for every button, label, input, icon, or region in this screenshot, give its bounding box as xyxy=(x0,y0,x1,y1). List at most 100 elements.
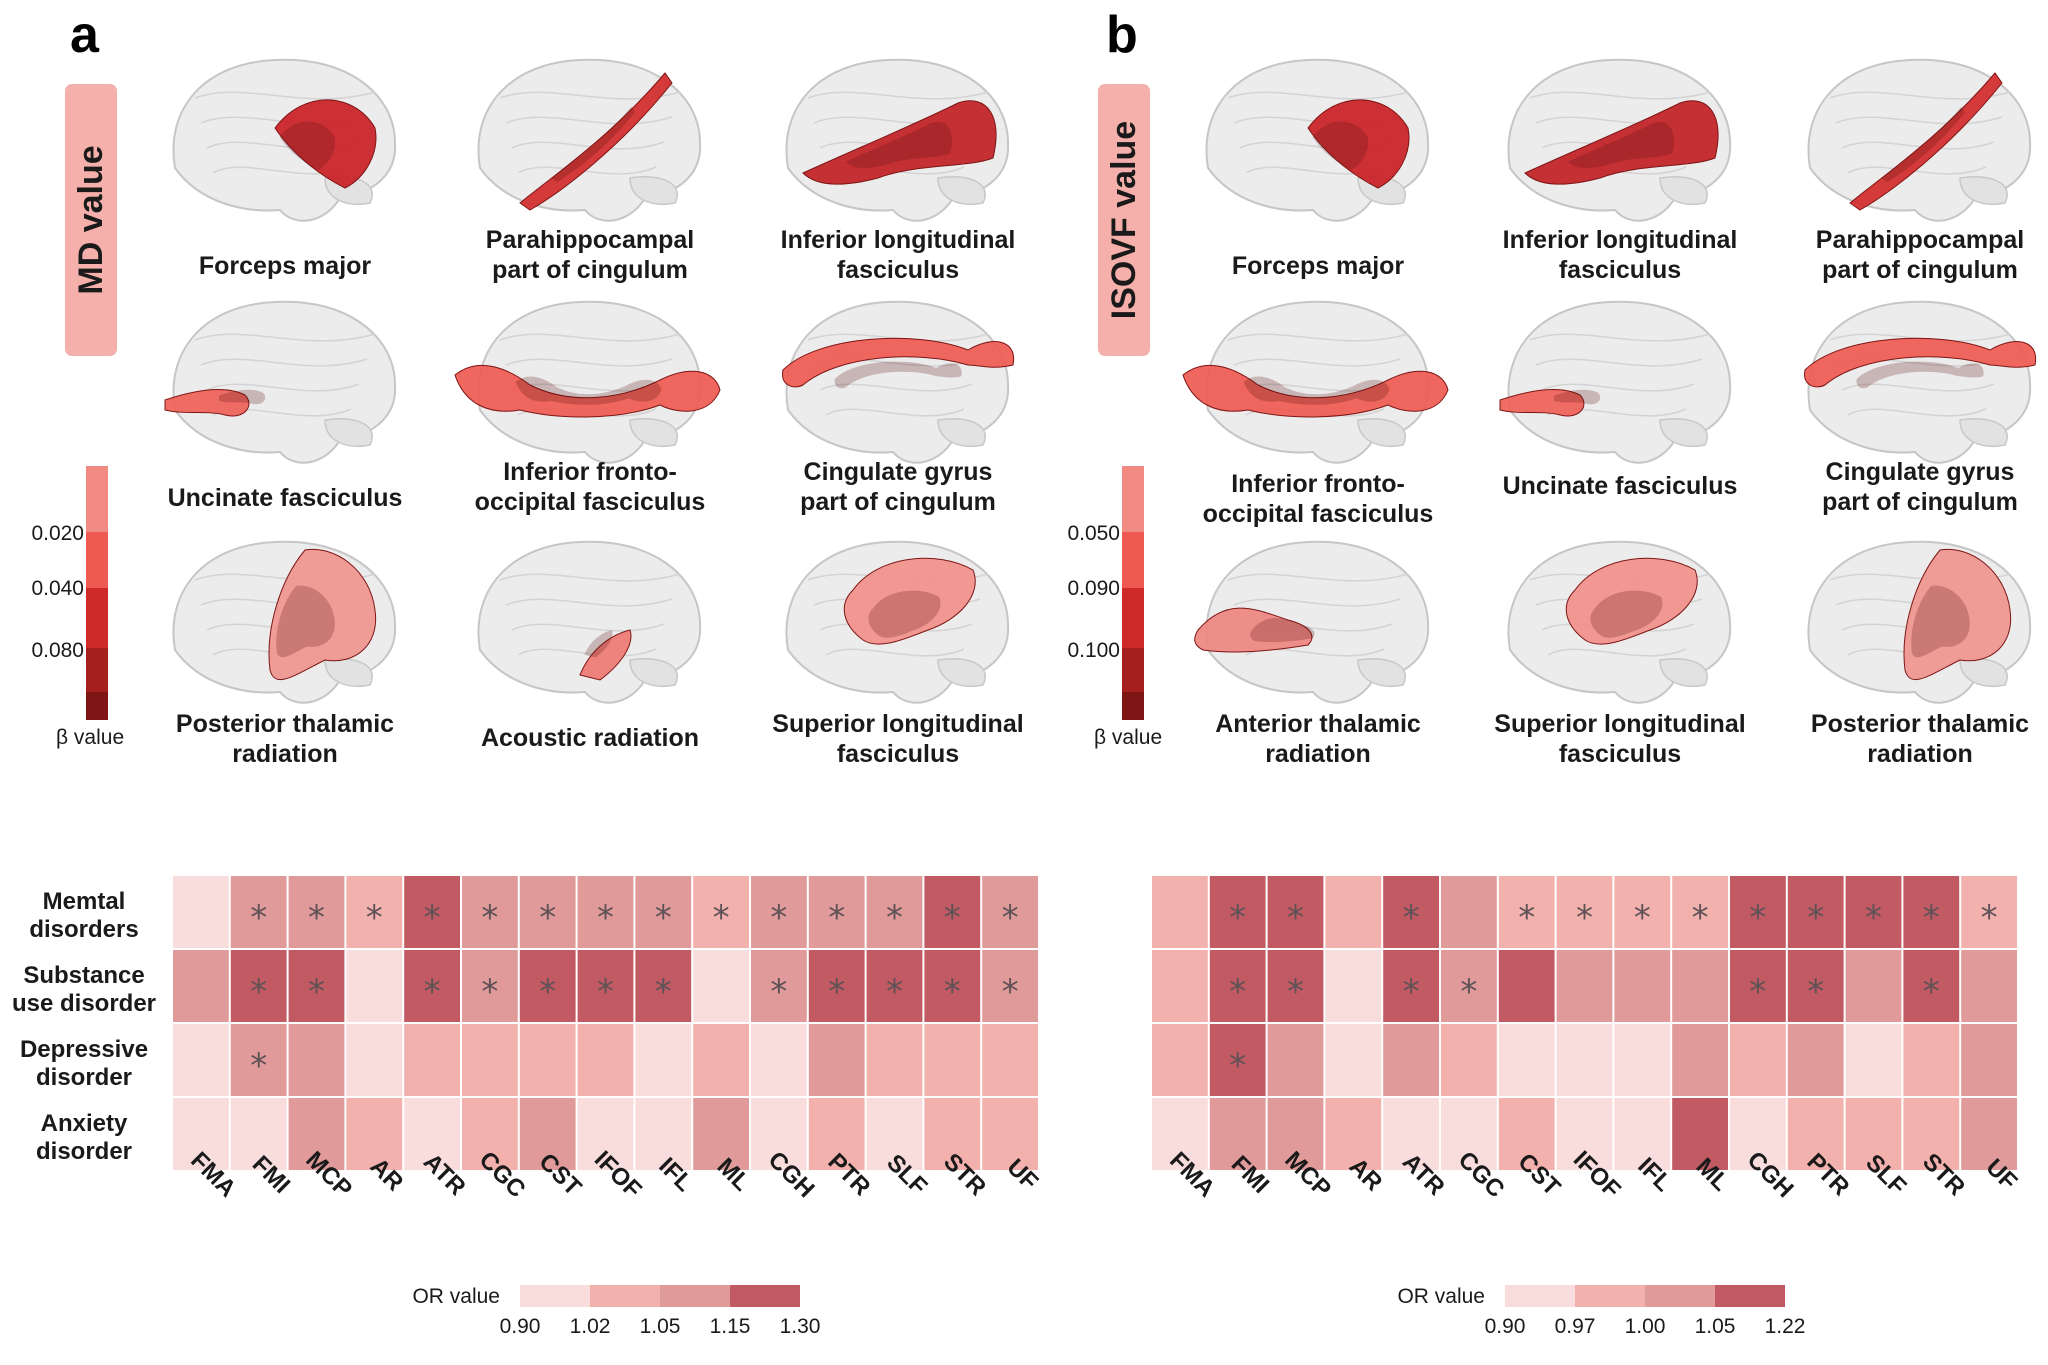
heatmap-cell xyxy=(693,1024,749,1096)
heatmap-cell xyxy=(173,876,229,948)
significance-star: * xyxy=(308,972,325,1012)
heatmap-cell xyxy=(404,1024,460,1096)
heatmap-cell xyxy=(808,1024,865,1096)
beta-scale-b: 0.050 0.090 0.100 β value xyxy=(1067,466,1162,749)
brain-b-3 xyxy=(1807,58,2032,222)
or-legend-tick: 1.05 xyxy=(1695,1315,1736,1338)
tract-label-b-4: Inferior fronto-occipital fasciculus xyxy=(1203,470,1434,528)
white-matter-tract xyxy=(519,72,673,211)
tract-label-line: Uncinate fasciculus xyxy=(1503,472,1738,500)
brain-cerebellum xyxy=(629,658,678,687)
white-matter-tract xyxy=(802,100,997,185)
brain-a-9 xyxy=(785,540,1010,704)
heatmap-cell xyxy=(1614,876,1671,948)
significance-star: * xyxy=(1287,898,1304,938)
heatmap-cell xyxy=(635,876,692,948)
significance-star: * xyxy=(1981,898,1998,938)
tract-label-line: fasciculus xyxy=(1559,740,1681,768)
or-legend-swatch xyxy=(590,1285,660,1307)
brain-illustrations: Forceps major Parahippocampal part of cing… xyxy=(164,58,2037,768)
heatmap-cell xyxy=(1325,876,1382,948)
heatmap-cell xyxy=(577,950,634,1022)
heatmap-cell xyxy=(462,1098,518,1170)
white-matter-tract xyxy=(782,337,1015,388)
significance-star: * xyxy=(1229,1046,1246,1086)
or-legend-swatch xyxy=(1505,1285,1575,1307)
brain-gyrus-line xyxy=(1529,91,1711,100)
brain-gyrus-line xyxy=(1535,358,1703,367)
brain-a-1 xyxy=(172,58,397,222)
heatmap-cell xyxy=(288,1098,345,1170)
heatmap-cell xyxy=(346,1098,403,1170)
brain-gyrus-line xyxy=(499,333,681,342)
beta-scale-b-band-5 xyxy=(1122,692,1144,720)
beta-scale-b-band-3 xyxy=(1122,588,1144,648)
significance-star: * xyxy=(886,972,903,1012)
heatmap-cell xyxy=(1325,950,1382,1022)
significance-star: * xyxy=(944,898,961,938)
heatmap-cell xyxy=(1730,1098,1786,1170)
tract-shading xyxy=(845,122,952,168)
heatmap-cell xyxy=(693,950,749,1022)
brain-gyrus-line xyxy=(825,648,965,657)
significance-star: * xyxy=(1229,898,1246,938)
tract-label-line: fasciculus xyxy=(837,256,959,284)
heatmap-a: * * * * * * * * * * * * * * Memtal disorders * * * * * * * * * * *… xyxy=(12,876,1043,1338)
significance-star: * xyxy=(424,898,441,938)
tract-label-b-2: Inferior longitudinal fasciculus xyxy=(1503,226,1738,284)
or-legend-swatch xyxy=(1645,1285,1715,1307)
heatmap-cell xyxy=(1152,1024,1208,1096)
heatmap-cell xyxy=(1672,876,1728,948)
brain-gyrus-line xyxy=(206,383,360,392)
white-matter-tract xyxy=(268,548,377,681)
tract-shading xyxy=(219,389,266,405)
row-label-line: use disorder xyxy=(12,990,156,1017)
heatmap-cell xyxy=(1556,1024,1613,1096)
brain-b-2 xyxy=(1507,58,1732,222)
heatmap-cell xyxy=(1787,950,1844,1022)
heatmap-cell xyxy=(577,1098,634,1170)
brain-gyrus-line xyxy=(511,141,665,150)
tract-label-b-3: Parahippocampal part of cingulum xyxy=(1816,226,2024,284)
brain-cerebellum xyxy=(937,418,986,447)
tract-label-line: Forceps major xyxy=(1232,252,1405,280)
significance-star: * xyxy=(770,972,787,1012)
heatmap-cell xyxy=(173,1024,229,1096)
tract-label-line: Posterior thalamic xyxy=(176,710,394,738)
heatmap-cell xyxy=(635,1098,692,1170)
brain-gyrus-line xyxy=(1841,141,1995,150)
or-legend-tick: 1.30 xyxy=(780,1315,821,1338)
heatmap-cell xyxy=(982,876,1038,948)
row-label-line: Substance xyxy=(23,962,144,989)
significance-star: * xyxy=(828,972,845,1012)
brain-cerebellum xyxy=(1959,176,2008,205)
tract-label-line: Cingulate gyrus xyxy=(804,458,993,486)
tract-label-line: fasciculus xyxy=(837,740,959,768)
tract-shading xyxy=(1856,361,1984,389)
heatmap-cell xyxy=(404,876,460,948)
significance-star: * xyxy=(1692,898,1709,938)
brain-gyrus-line xyxy=(511,623,665,632)
heatmap-cell xyxy=(1325,1098,1382,1170)
row-label-line: disorders xyxy=(29,916,138,943)
heatmap-cell xyxy=(577,876,634,948)
heatmap-cell xyxy=(519,1024,576,1096)
tract-label-line: radiation xyxy=(232,740,338,768)
tract-shading xyxy=(1243,376,1390,405)
significance-star: * xyxy=(250,1046,267,1086)
white-matter-tract xyxy=(164,389,250,417)
significance-star: * xyxy=(1634,898,1651,938)
tract-label-b-7: Anterior thalamic radiation xyxy=(1215,710,1421,768)
heatmap-cell xyxy=(808,876,865,948)
heatmaps: * * * * * * * * * * * * * * Memtal disorders * * * * * * * * * * *… xyxy=(12,876,2022,1338)
heatmap-cell xyxy=(808,1098,865,1170)
tract-shading xyxy=(1590,590,1663,638)
significance-star: * xyxy=(828,898,845,938)
significance-star: * xyxy=(770,898,787,938)
significance-star: * xyxy=(366,898,383,938)
brain-gyrus-line xyxy=(505,358,673,367)
heatmap-cell xyxy=(1961,950,2017,1022)
heatmap-cell xyxy=(982,950,1038,1022)
heatmap-cell xyxy=(230,876,287,948)
